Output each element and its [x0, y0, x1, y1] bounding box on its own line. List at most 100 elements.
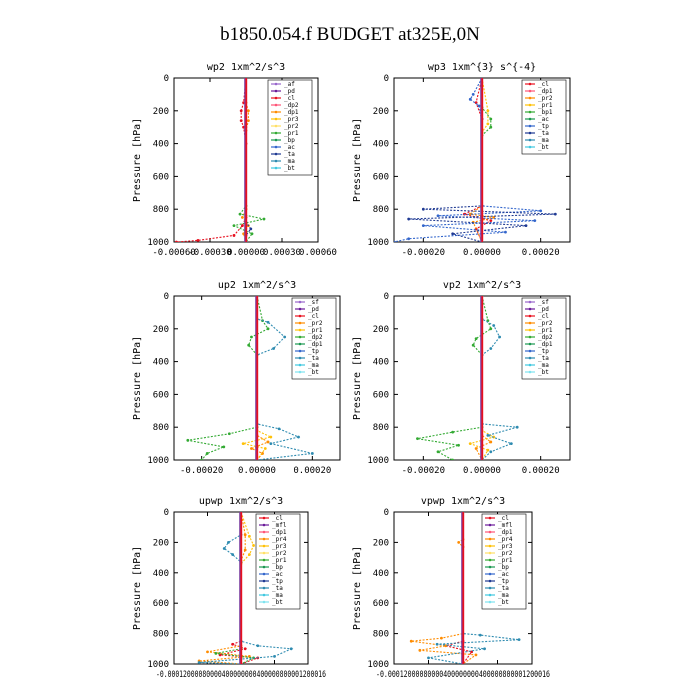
legend-entry: _bt — [538, 369, 549, 376]
legend-marker — [528, 307, 532, 311]
x-tick-label: 0.00020 — [522, 466, 560, 476]
legend-marker — [528, 117, 532, 121]
legend-marker — [488, 544, 492, 548]
legend-entry: _dp2 — [284, 102, 299, 109]
legend-marker — [528, 370, 532, 374]
series-point — [492, 324, 496, 327]
series-point — [263, 447, 267, 450]
series-point — [243, 533, 247, 537]
panel-2: up2 1xm^2/s^3 0 200 400 600 800 1000 Pressure [… — [132, 280, 341, 476]
legend-marker — [298, 349, 302, 353]
legend-marker — [274, 117, 278, 121]
legend-marker — [298, 328, 302, 332]
series-point — [486, 448, 490, 452]
panel-4: upwp 1xm^2/s^3 0 200 400 600 800 1000 Pressure … — [132, 496, 326, 680]
series-point — [232, 234, 236, 237]
legend-marker — [262, 537, 266, 541]
series-point — [222, 547, 226, 550]
legend-entry: _cl — [538, 313, 549, 320]
legend-marker — [262, 586, 266, 590]
legend-entry: _pr2 — [498, 550, 513, 557]
panels: wp2 1xm^2/s^3 0 200 400 600 800 1000 Pressure [… — [132, 62, 571, 680]
legend-marker — [274, 96, 278, 100]
legend-entry: _pr2 — [538, 320, 553, 327]
series-point — [489, 440, 493, 444]
legend-marker — [488, 565, 492, 569]
legend-marker — [528, 363, 532, 367]
legend-entry: _ac — [284, 144, 295, 151]
legend-entry: _pr2 — [308, 320, 323, 327]
series-point — [457, 541, 461, 544]
legend-entry: _ma — [538, 137, 549, 144]
series-line-ta — [256, 296, 313, 460]
legend-entry: _dp1 — [498, 529, 513, 536]
legend-marker — [528, 356, 532, 360]
series-point — [486, 122, 490, 126]
y-tick-label: 400 — [153, 358, 169, 368]
legend-entry: _dp1 — [538, 88, 553, 95]
series-point — [269, 435, 273, 439]
legend-entry: _ma — [284, 158, 295, 165]
series-point — [489, 347, 493, 350]
x-tick-label: -0.00060 — [152, 248, 195, 258]
legend-marker — [262, 572, 266, 576]
legend-entry: _dp1 — [308, 341, 323, 348]
series-point — [269, 442, 273, 445]
legend-entry: _bp — [272, 564, 283, 571]
panel-title: wp3 1xm^{3} s^{-4} — [428, 62, 536, 73]
legend-entry: _tp — [498, 578, 509, 585]
legend-marker — [488, 593, 492, 597]
legend-marker — [274, 145, 278, 149]
legend-marker — [488, 600, 492, 604]
series-point — [250, 447, 253, 450]
legend-entry: _pr3 — [498, 543, 513, 550]
series-point — [427, 656, 430, 660]
y-tick-label: 0 — [164, 292, 169, 302]
legend-marker — [488, 579, 492, 583]
legend-entry: _ta — [498, 585, 509, 592]
series-point — [489, 125, 493, 129]
legend-marker — [274, 103, 278, 107]
series-point — [451, 458, 455, 460]
legend-marker — [528, 131, 532, 135]
legend-marker — [298, 314, 302, 318]
y-tick-label: 0 — [384, 508, 389, 518]
series-point — [483, 647, 486, 651]
series-group — [409, 512, 521, 664]
legend-marker — [528, 96, 532, 100]
series-line-dp2 — [417, 296, 492, 460]
y-tick-label: 400 — [373, 569, 389, 579]
series-group — [175, 78, 266, 242]
series-point — [239, 109, 243, 113]
y-tick-label: 1000 — [367, 660, 389, 670]
series-point — [474, 653, 478, 657]
series-point — [468, 442, 472, 445]
legend-marker — [528, 342, 532, 346]
series-point — [243, 647, 247, 651]
series-point — [492, 216, 496, 219]
y-tick-label: 600 — [373, 599, 389, 609]
panel-title: vp2 1xm^2/s^3 — [443, 280, 521, 291]
series-point — [474, 447, 478, 450]
series-point — [418, 648, 422, 652]
series-point — [440, 636, 443, 640]
legend-marker — [262, 523, 266, 527]
panel-1: wp3 1xm^{3} s^{-4} 0 200 400 600 800 1000 Press… — [352, 62, 571, 258]
legend-entry: _pr1 — [284, 130, 299, 137]
legend-entry: _ta — [538, 130, 549, 137]
legend-entry: _dp2 — [538, 334, 553, 341]
legend-entry: _cl — [308, 313, 319, 320]
x-tick-label: -0.00030 — [188, 248, 231, 258]
panel-title: wp2 1xm^2/s^3 — [207, 62, 285, 73]
series-group — [394, 78, 557, 242]
series-point — [509, 442, 513, 445]
y-tick-label: 0 — [164, 508, 169, 518]
x-tick-label: 0.00000 — [463, 248, 501, 258]
series-point — [272, 347, 275, 350]
y-tick-label: 400 — [373, 140, 389, 150]
legend-marker — [528, 124, 532, 128]
series-point — [196, 238, 200, 242]
y-axis-label: Pressure [hPa] — [352, 336, 363, 420]
legend-entry: _pd — [538, 306, 549, 313]
legend-marker — [488, 558, 492, 562]
